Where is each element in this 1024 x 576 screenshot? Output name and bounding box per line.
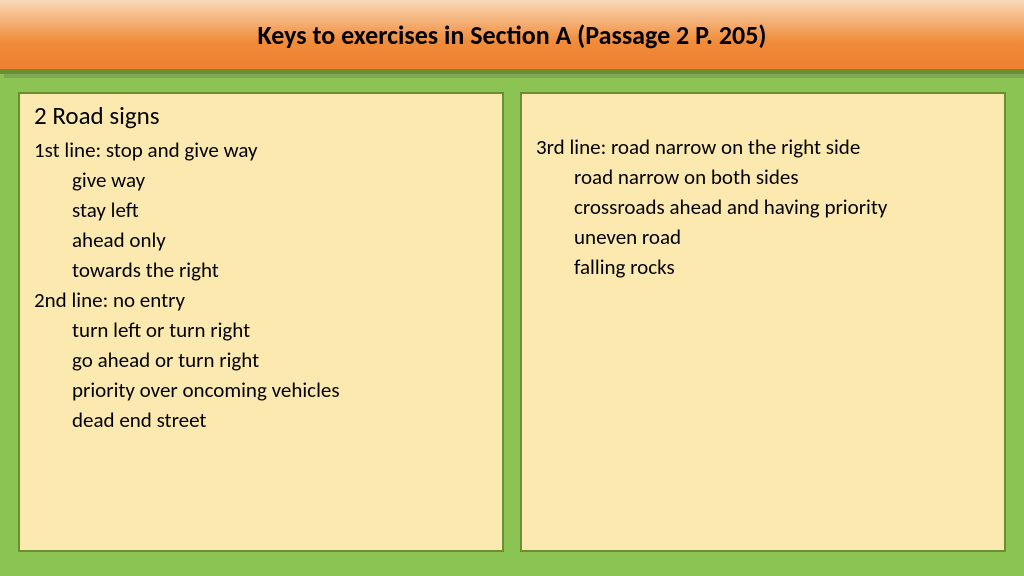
slide-title: Keys to exercises in Section A (Passage … xyxy=(257,19,766,51)
panel-title: 2 Road signs xyxy=(34,100,488,131)
list-item: road narrow on both sides xyxy=(536,164,990,190)
spacer xyxy=(536,100,990,132)
list-item: ahead only xyxy=(34,227,488,253)
list-item: turn left or turn right xyxy=(34,317,488,343)
list-item: dead end street xyxy=(34,407,488,433)
slide-header: Keys to exercises in Section A (Passage … xyxy=(0,0,1024,74)
list-item: crossroads ahead and having priority xyxy=(536,194,990,220)
group-label: 2nd line: no entry xyxy=(34,287,488,313)
list-item: towards the right xyxy=(34,257,488,283)
list-item: stay left xyxy=(34,197,488,223)
group-label: 3rd line: road narrow on the right side xyxy=(536,134,990,160)
list-item: go ahead or turn right xyxy=(34,347,488,373)
group-label: 1st line: stop and give way xyxy=(34,137,488,163)
list-item: give way xyxy=(34,167,488,193)
list-item: falling rocks xyxy=(536,254,990,280)
left-panel: 2 Road signs 1st line: stop and give way… xyxy=(18,92,504,552)
list-item: uneven road xyxy=(536,224,990,250)
right-panel: 3rd line: road narrow on the right side … xyxy=(520,92,1006,552)
list-item: priority over oncoming vehicles xyxy=(34,377,488,403)
content-area: 2 Road signs 1st line: stop and give way… xyxy=(0,74,1024,570)
